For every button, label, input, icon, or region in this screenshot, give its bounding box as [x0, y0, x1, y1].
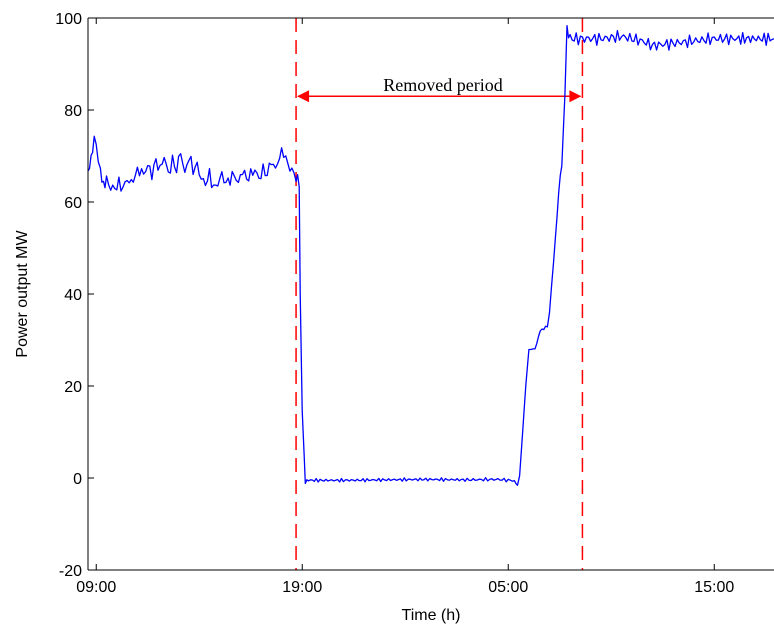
x-axis-title: Time (h)	[402, 607, 461, 624]
y-tick-label: 80	[64, 103, 82, 120]
x-tick-label: 05:00	[488, 579, 528, 596]
series-group	[87, 25, 774, 486]
y-tick-label: 60	[64, 195, 82, 212]
plot-background	[88, 18, 774, 570]
y-tick-label: -20	[59, 563, 82, 580]
arrow-head-left	[297, 90, 310, 103]
x-axis: 09:00 19:00 05:00 15:00	[76, 18, 734, 596]
y-tick-label: 0	[73, 471, 82, 488]
removed-period-label: Removed period	[383, 75, 502, 95]
power-output-line	[87, 25, 774, 486]
y-tick-label: 20	[64, 379, 82, 396]
x-tick-label: 19:00	[282, 579, 322, 596]
x-tick-label: 15:00	[694, 579, 734, 596]
arrow-head-right	[569, 90, 582, 103]
y-tick-label: 100	[55, 11, 82, 28]
removed-period-markers	[295, 18, 584, 570]
y-axis: -20 0 20 40 60 80 100	[55, 11, 94, 580]
x-tick-label: 09:00	[76, 579, 116, 596]
plot-frame	[87, 17, 774, 571]
y-tick-label: 40	[64, 287, 82, 304]
y-axis-title: Power output MW	[14, 230, 31, 358]
